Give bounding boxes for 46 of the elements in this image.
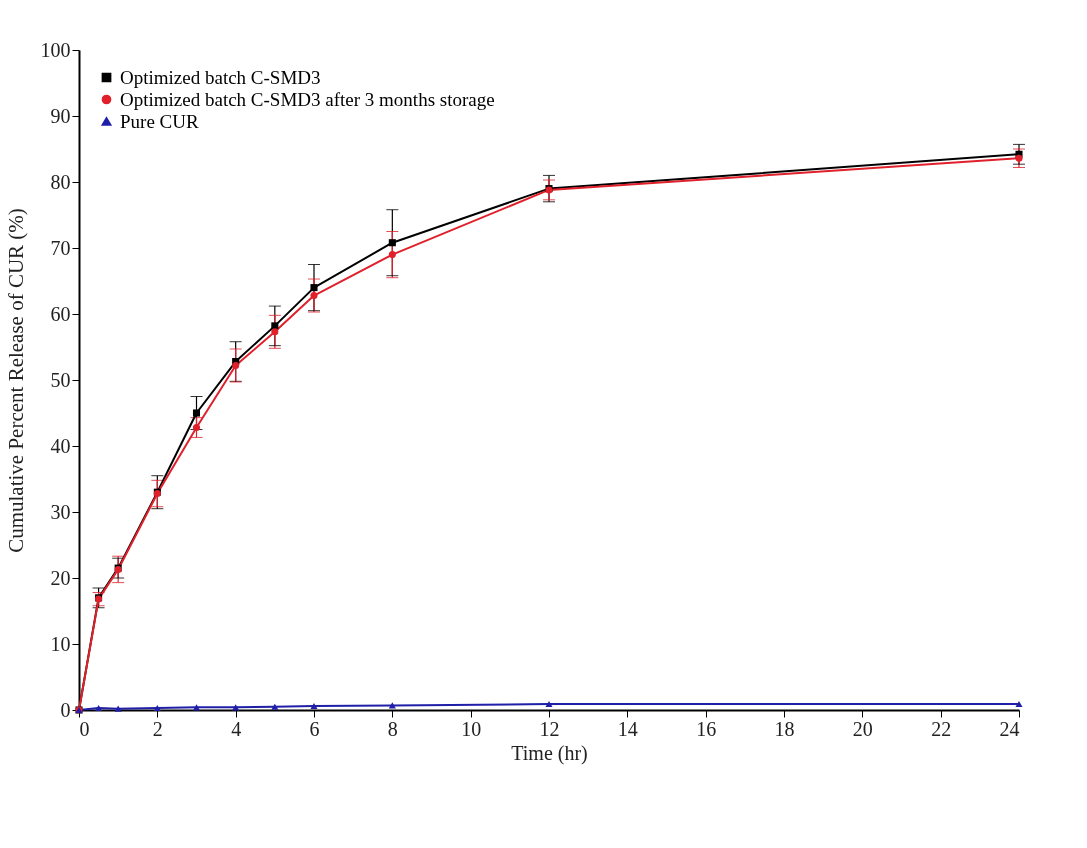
y-tick-label: 50 bbox=[50, 368, 71, 391]
x-tick-label: 10 bbox=[461, 717, 482, 740]
point bbox=[1015, 154, 1023, 162]
point bbox=[232, 361, 240, 370]
point bbox=[388, 239, 396, 247]
x-tick-label: 6 bbox=[309, 717, 320, 740]
x-tick-label: 12 bbox=[539, 717, 560, 740]
x-tick-label: 18 bbox=[774, 717, 795, 740]
x-axis-title: Time (hr) bbox=[511, 741, 588, 765]
y-tick-label: 40 bbox=[50, 434, 71, 457]
x-tick-label: 24 bbox=[999, 717, 1020, 740]
x-tick-label: 4 bbox=[231, 717, 242, 740]
point bbox=[271, 328, 279, 336]
x-tick-label: 14 bbox=[617, 717, 638, 740]
point bbox=[192, 409, 201, 417]
x-tick-label: 16 bbox=[696, 717, 717, 740]
point bbox=[545, 701, 553, 708]
y-tick-label: 30 bbox=[50, 500, 71, 523]
y-tick-label: 0 bbox=[60, 698, 71, 721]
x-tick-label: 0 bbox=[79, 717, 90, 740]
y-tick-label: 70 bbox=[50, 236, 71, 259]
x-tick-label: 22 bbox=[931, 717, 952, 740]
point bbox=[271, 322, 279, 330]
point bbox=[95, 704, 103, 712]
y-tick-label: 10 bbox=[50, 632, 71, 655]
x-tick-label: 2 bbox=[152, 717, 163, 740]
point bbox=[310, 284, 318, 292]
point bbox=[192, 423, 201, 432]
y-tick-label: 90 bbox=[50, 104, 71, 127]
point bbox=[310, 291, 318, 300]
y-axis-title: Cumulative Percent Release of CUR (%) bbox=[3, 208, 28, 553]
legend-label: Pure CUR bbox=[120, 110, 199, 132]
point bbox=[310, 702, 318, 710]
point bbox=[114, 705, 122, 712]
point bbox=[1015, 701, 1023, 708]
legend-label: Optimized batch C-SMD3 after 3 months storage bbox=[120, 88, 495, 110]
x-tick-label: 8 bbox=[387, 717, 398, 740]
x-tick-label: 20 bbox=[852, 717, 873, 740]
y-tick-label: 20 bbox=[50, 566, 71, 589]
point bbox=[388, 251, 396, 259]
legend-label: Optimized batch C-SMD3 bbox=[120, 66, 321, 88]
y-tick-label: 80 bbox=[50, 170, 71, 193]
y-tick-label: 100 bbox=[40, 38, 71, 61]
y-tick-label: 60 bbox=[50, 302, 71, 325]
point bbox=[153, 704, 161, 712]
point bbox=[271, 703, 279, 710]
